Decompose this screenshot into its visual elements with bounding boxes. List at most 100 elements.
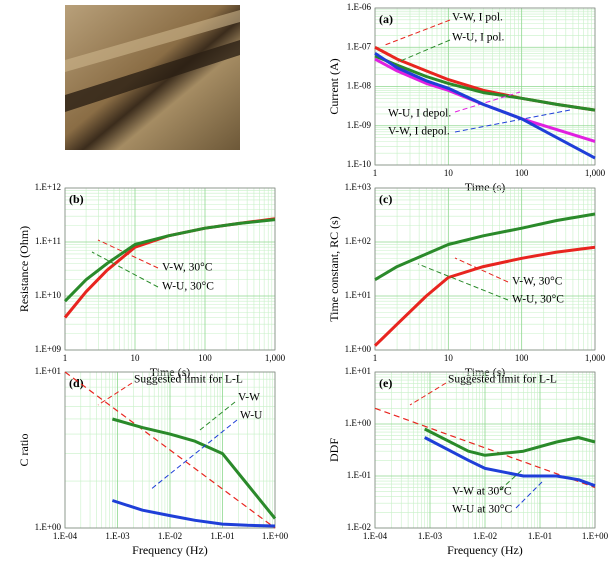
panel: 1 10 100 1,000 1.E-10 1.E-09 1.E-08 1.E-07 1.E-0… [327, 2, 606, 194]
y-tick-label: 1.E+12 [35, 182, 61, 192]
y-tick-label: 1.E+09 [35, 344, 62, 354]
x-tick-label: 1 [373, 168, 378, 178]
y-axis-label: DDF [327, 438, 341, 462]
x-tick-label: 1.E-01 [210, 531, 234, 541]
x-tick-label: 1 [373, 353, 378, 363]
x-tick-label: 1,000 [585, 353, 606, 363]
annotation-leader [97, 382, 133, 406]
data-line [374, 52, 596, 160]
x-axis-label: Frequency (Hz) [447, 543, 523, 557]
y-tick-label: 1.E+11 [35, 236, 61, 246]
legend-label: Suggested limit for L-L [448, 374, 557, 386]
plot-frame [374, 7, 596, 166]
y-axis-label: Current (A) [327, 58, 341, 114]
panel: 1.E-04 1.E-03 1.E-02 1.E-01 1.E+00 1.E+00 1.E+… [17, 366, 289, 557]
data-line [424, 436, 596, 488]
x-tick-label: 1 [63, 353, 68, 363]
legend-label: V-W at 30°C [452, 486, 512, 498]
annotation-leader [454, 257, 509, 283]
data-line [63, 218, 276, 303]
x-tick-label: 10 [131, 353, 141, 363]
x-tick-label: 1,000 [265, 353, 286, 363]
data-line [424, 427, 596, 457]
y-tick-label: 1.E-07 [347, 41, 372, 51]
data-line [64, 371, 276, 529]
x-tick-label: 1.E-04 [53, 531, 78, 541]
legend-label: V-W, 30°C [162, 262, 213, 274]
y-tick-label: 1.E+03 [345, 182, 372, 192]
data-line [111, 417, 277, 520]
x-tick-label: 10 [444, 168, 454, 178]
data-line [374, 407, 596, 489]
x-tick-label: 1.E-03 [418, 531, 443, 541]
legend-label: Suggested limit for L-L [134, 374, 243, 386]
y-tick-label: 1.E-01 [347, 470, 371, 480]
plot-frame [374, 371, 596, 529]
x-tick-label: 1.E-02 [158, 531, 182, 541]
panel-label: (d) [69, 376, 84, 390]
x-tick-label: 10 [444, 353, 454, 363]
annotation-leader [454, 91, 521, 113]
y-tick-label: 1.E-10 [347, 159, 372, 169]
legend-label: V-W [238, 392, 260, 404]
annotation-leader [515, 481, 543, 509]
x-tick-label: 100 [515, 353, 529, 363]
y-tick-label: 1.E+01 [35, 366, 61, 376]
data-line [111, 499, 276, 528]
y-tick-label: 1.E+00 [345, 418, 372, 428]
legend-label: V-W, I depol. [388, 126, 450, 138]
panel-label: (b) [69, 192, 84, 206]
x-axis-label: Time (s) [465, 180, 506, 194]
y-tick-label: 1.E+00 [35, 522, 62, 532]
x-tick-label: 1.E-02 [473, 531, 497, 541]
legend-label: W-U, I depol. [388, 108, 451, 120]
y-tick-label: 1.E+10 [35, 290, 62, 300]
y-tick-label: 1.E-09 [347, 120, 372, 130]
annotation-leader [384, 19, 451, 46]
y-axis-label: C ratio [17, 434, 31, 467]
x-tick-label: 1.E-01 [528, 531, 552, 541]
panel: 1 10 100 1,000 1.E+00 1.E+01 1.E+02 1.E+03 Time … [327, 182, 606, 379]
legend-label: W-U [240, 410, 263, 422]
legend-label: W-U, I pol. [452, 32, 505, 44]
plot-frame [64, 187, 276, 351]
panel-label: (c) [379, 192, 392, 206]
data-line [374, 45, 596, 112]
annotation-leader [417, 263, 509, 301]
y-tick-label: 1.E-02 [347, 522, 371, 532]
x-tick-label: 1.E-03 [105, 531, 130, 541]
y-tick-label: 1.E-08 [347, 81, 372, 91]
x-tick-label: 100 [515, 168, 529, 178]
data-line [374, 54, 596, 112]
panel: 1.E-04 1.E-03 1.E-02 1.E-01 1.E+00 1.E-02 1.E-… [327, 366, 609, 557]
data-line [373, 245, 596, 347]
x-tick-label: 1.E+00 [262, 531, 289, 541]
annotation-leader [149, 419, 238, 491]
annotation-leader [454, 109, 571, 133]
legend-label: W-U, 30°C [512, 294, 564, 306]
y-axis-label: Resistance (Ohm) [17, 226, 31, 312]
y-axis-label: Time constant, RC (s) [327, 216, 341, 322]
x-axis-label: Frequency (Hz) [132, 543, 208, 557]
annotation-leader [397, 39, 451, 63]
photo [65, 5, 240, 150]
panel-label: (e) [379, 376, 392, 390]
y-tick-label: 1.E+00 [345, 344, 372, 354]
y-tick-label: 1.E+01 [345, 366, 371, 376]
plot-frame [64, 371, 276, 529]
annotation-leader [409, 382, 447, 406]
x-tick-label: 1.E+00 [582, 531, 609, 541]
legend-label: W-U at 30°C [452, 504, 513, 516]
y-tick-label: 1.E+01 [345, 290, 371, 300]
plot-frame [374, 187, 596, 351]
data-line [374, 212, 596, 281]
annotation-leader [91, 251, 159, 288]
x-tick-label: 1,000 [585, 168, 606, 178]
y-tick-label: 1.E+02 [345, 236, 371, 246]
panel-label: (a) [379, 12, 393, 26]
x-tick-label: 100 [198, 353, 212, 363]
annotation-leader [97, 239, 159, 269]
x-tick-label: 1.E-04 [363, 531, 388, 541]
